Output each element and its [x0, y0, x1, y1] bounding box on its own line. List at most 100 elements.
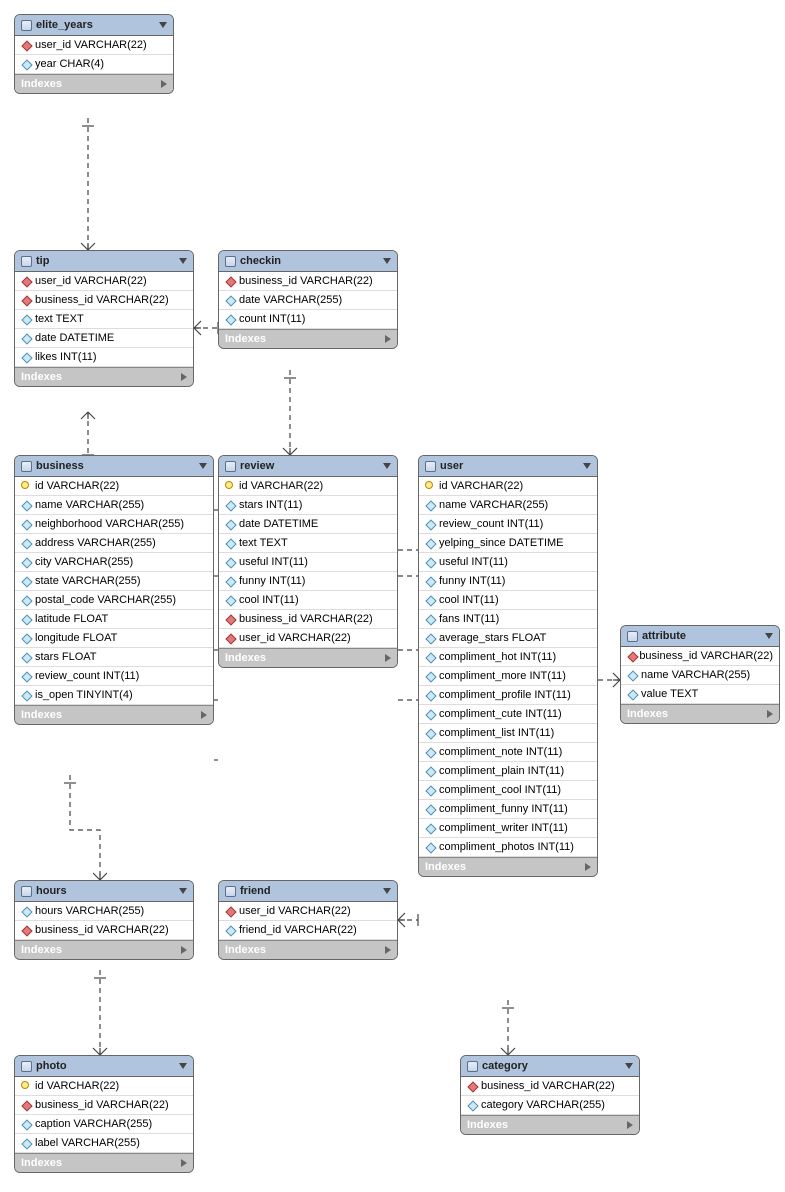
column-row[interactable]: name VARCHAR(255): [419, 496, 597, 515]
column-row[interactable]: friend_id VARCHAR(22): [219, 921, 397, 940]
column-row[interactable]: compliment_cool INT(11): [419, 781, 597, 800]
table-header[interactable]: friend: [219, 881, 397, 902]
indexes-section[interactable]: Indexes: [15, 940, 193, 959]
column-row[interactable]: compliment_note INT(11): [419, 743, 597, 762]
column-row[interactable]: business_id VARCHAR(22): [15, 1096, 193, 1115]
indexes-section[interactable]: Indexes: [461, 1115, 639, 1134]
chevron-right-icon[interactable]: [161, 80, 167, 88]
column-row[interactable]: review_count INT(11): [15, 667, 213, 686]
column-row[interactable]: user_id VARCHAR(22): [15, 36, 173, 55]
column-row[interactable]: compliment_cute INT(11): [419, 705, 597, 724]
column-row[interactable]: label VARCHAR(255): [15, 1134, 193, 1153]
column-row[interactable]: compliment_hot INT(11): [419, 648, 597, 667]
column-row[interactable]: count INT(11): [219, 310, 397, 329]
table-business[interactable]: businessid VARCHAR(22)name VARCHAR(255)n…: [14, 455, 214, 725]
column-row[interactable]: compliment_writer INT(11): [419, 819, 597, 838]
column-row[interactable]: cool INT(11): [219, 591, 397, 610]
column-row[interactable]: business_id VARCHAR(22): [621, 647, 779, 666]
column-row[interactable]: cool INT(11): [419, 591, 597, 610]
table-header[interactable]: review: [219, 456, 397, 477]
column-row[interactable]: business_id VARCHAR(22): [219, 610, 397, 629]
column-row[interactable]: neighborhood VARCHAR(255): [15, 515, 213, 534]
column-row[interactable]: id VARCHAR(22): [219, 477, 397, 496]
indexes-section[interactable]: Indexes: [219, 329, 397, 348]
column-row[interactable]: compliment_funny INT(11): [419, 800, 597, 819]
table-hours[interactable]: hourshours VARCHAR(255)business_id VARCH…: [14, 880, 194, 960]
column-row[interactable]: useful INT(11): [419, 553, 597, 572]
column-row[interactable]: text TEXT: [15, 310, 193, 329]
column-row[interactable]: useful INT(11): [219, 553, 397, 572]
chevron-down-icon[interactable]: [199, 463, 207, 469]
column-row[interactable]: name VARCHAR(255): [621, 666, 779, 685]
column-row[interactable]: date DATETIME: [219, 515, 397, 534]
column-row[interactable]: average_stars FLOAT: [419, 629, 597, 648]
column-row[interactable]: name VARCHAR(255): [15, 496, 213, 515]
indexes-section[interactable]: Indexes: [219, 648, 397, 667]
column-row[interactable]: fans INT(11): [419, 610, 597, 629]
column-row[interactable]: stars INT(11): [219, 496, 397, 515]
column-row[interactable]: user_id VARCHAR(22): [15, 272, 193, 291]
column-row[interactable]: compliment_photos INT(11): [419, 838, 597, 857]
column-row[interactable]: user_id VARCHAR(22): [219, 629, 397, 648]
table-review[interactable]: reviewid VARCHAR(22)stars INT(11)date DA…: [218, 455, 398, 668]
chevron-down-icon[interactable]: [625, 1063, 633, 1069]
table-header[interactable]: checkin: [219, 251, 397, 272]
chevron-right-icon[interactable]: [385, 946, 391, 954]
chevron-down-icon[interactable]: [383, 258, 391, 264]
column-row[interactable]: id VARCHAR(22): [15, 1077, 193, 1096]
chevron-down-icon[interactable]: [179, 1063, 187, 1069]
column-row[interactable]: review_count INT(11): [419, 515, 597, 534]
column-row[interactable]: text TEXT: [219, 534, 397, 553]
column-row[interactable]: compliment_list INT(11): [419, 724, 597, 743]
column-row[interactable]: address VARCHAR(255): [15, 534, 213, 553]
table-attribute[interactable]: attributebusiness_id VARCHAR(22)name VAR…: [620, 625, 780, 724]
chevron-down-icon[interactable]: [179, 888, 187, 894]
column-row[interactable]: likes INT(11): [15, 348, 193, 367]
column-row[interactable]: hours VARCHAR(255): [15, 902, 193, 921]
chevron-right-icon[interactable]: [585, 863, 591, 871]
column-row[interactable]: funny INT(11): [219, 572, 397, 591]
chevron-right-icon[interactable]: [627, 1121, 633, 1129]
table-header[interactable]: user: [419, 456, 597, 477]
column-row[interactable]: year CHAR(4): [15, 55, 173, 74]
indexes-section[interactable]: Indexes: [15, 1153, 193, 1172]
table-elite_years[interactable]: elite_yearsuser_id VARCHAR(22)year CHAR(…: [14, 14, 174, 94]
column-row[interactable]: id VARCHAR(22): [419, 477, 597, 496]
table-user[interactable]: userid VARCHAR(22)name VARCHAR(255)revie…: [418, 455, 598, 877]
table-photo[interactable]: photoid VARCHAR(22)business_id VARCHAR(2…: [14, 1055, 194, 1173]
indexes-section[interactable]: Indexes: [15, 74, 173, 93]
table-checkin[interactable]: checkinbusiness_id VARCHAR(22)date VARCH…: [218, 250, 398, 349]
column-row[interactable]: compliment_profile INT(11): [419, 686, 597, 705]
chevron-right-icon[interactable]: [385, 335, 391, 343]
column-row[interactable]: compliment_more INT(11): [419, 667, 597, 686]
indexes-section[interactable]: Indexes: [15, 367, 193, 386]
chevron-right-icon[interactable]: [181, 373, 187, 381]
chevron-down-icon[interactable]: [179, 258, 187, 264]
indexes-section[interactable]: Indexes: [621, 704, 779, 723]
column-row[interactable]: funny INT(11): [419, 572, 597, 591]
chevron-down-icon[interactable]: [159, 22, 167, 28]
column-row[interactable]: business_id VARCHAR(22): [219, 272, 397, 291]
column-row[interactable]: city VARCHAR(255): [15, 553, 213, 572]
chevron-right-icon[interactable]: [181, 1159, 187, 1167]
chevron-right-icon[interactable]: [767, 710, 773, 718]
table-tip[interactable]: tipuser_id VARCHAR(22)business_id VARCHA…: [14, 250, 194, 387]
column-row[interactable]: date DATETIME: [15, 329, 193, 348]
table-category[interactable]: categorybusiness_id VARCHAR(22)category …: [460, 1055, 640, 1135]
table-friend[interactable]: frienduser_id VARCHAR(22)friend_id VARCH…: [218, 880, 398, 960]
column-row[interactable]: value TEXT: [621, 685, 779, 704]
column-row[interactable]: longitude FLOAT: [15, 629, 213, 648]
table-header[interactable]: business: [15, 456, 213, 477]
chevron-down-icon[interactable]: [383, 463, 391, 469]
chevron-right-icon[interactable]: [201, 711, 207, 719]
table-header[interactable]: elite_years: [15, 15, 173, 36]
column-row[interactable]: latitude FLOAT: [15, 610, 213, 629]
chevron-down-icon[interactable]: [765, 633, 773, 639]
chevron-right-icon[interactable]: [385, 654, 391, 662]
column-row[interactable]: yelping_since DATETIME: [419, 534, 597, 553]
column-row[interactable]: state VARCHAR(255): [15, 572, 213, 591]
column-row[interactable]: postal_code VARCHAR(255): [15, 591, 213, 610]
indexes-section[interactable]: Indexes: [419, 857, 597, 876]
column-row[interactable]: compliment_plain INT(11): [419, 762, 597, 781]
column-row[interactable]: date VARCHAR(255): [219, 291, 397, 310]
